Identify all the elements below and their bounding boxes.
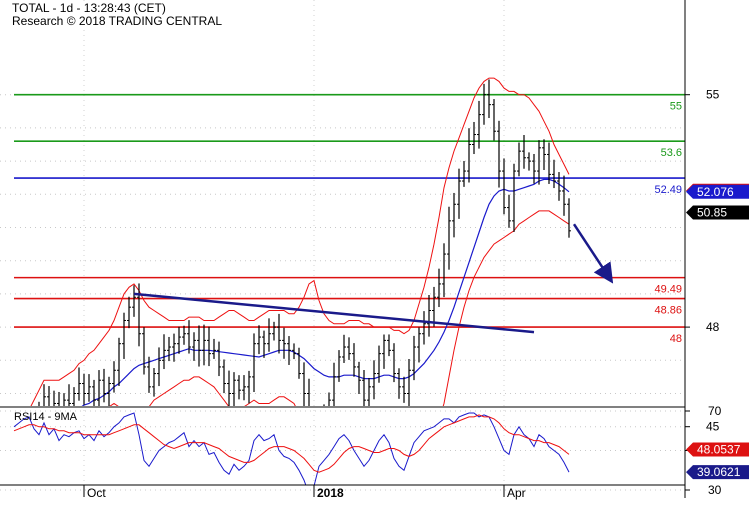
- rsi-y-tick-label: 30: [708, 483, 722, 497]
- rsi-line: [13, 412, 570, 485]
- rsi-series: [13, 412, 570, 485]
- y-tick-label: 48: [706, 320, 720, 334]
- level-label: 48.86: [654, 305, 682, 317]
- y-tick-label: 45: [706, 420, 720, 434]
- x-tick-label: 2018: [317, 486, 344, 500]
- rsi-grid: [0, 410, 685, 491]
- level-label: 52.49: [654, 184, 682, 196]
- bollinger-upper-line: [30, 77, 570, 406]
- level-label: 49.49: [654, 284, 682, 296]
- value-tag-label: 50.85: [697, 206, 727, 220]
- rsi-ma-line: [13, 414, 570, 473]
- value-tag-label: 39.0621: [697, 465, 741, 479]
- support-resistance-levels: 55 53.6 52.49 49.49 48.86 48: [14, 93, 685, 345]
- x-tick-label: Oct: [87, 486, 106, 500]
- value-tag-label: 52.076: [697, 185, 734, 199]
- level-label: 53.6: [661, 147, 682, 159]
- main-grid: [0, 0, 685, 485]
- moving-average-line: [81, 178, 570, 406]
- overlays: [133, 223, 614, 334]
- price-series: [30, 77, 571, 406]
- rsi-title: RSI14 - 9MA: [14, 411, 78, 423]
- chart-title: TOTAL - 1d - 13:28:43 (CET): [12, 1, 168, 15]
- level-label: 55: [670, 101, 682, 113]
- value-tag: [686, 184, 749, 199]
- value-tag: [686, 465, 749, 480]
- x-tick-label: Apr: [507, 486, 526, 500]
- rsi-y-tick-label: 70: [708, 404, 722, 418]
- value-tag: [686, 205, 749, 220]
- value-tag: [686, 442, 749, 457]
- trend-line: [133, 292, 535, 334]
- forecast-arrow: [572, 223, 614, 284]
- value-tag-label: 48.0537: [697, 443, 741, 457]
- chart-frame: [0, 0, 686, 498]
- copyright-text: Research © 2018 TRADING CENTRAL: [12, 14, 225, 28]
- axis-labels: 454855705030Oct2018Apr: [83, 88, 722, 500]
- bollinger-lower-line: [109, 210, 570, 406]
- level-label: 48: [670, 333, 682, 345]
- y-tick-label: 55: [706, 88, 720, 102]
